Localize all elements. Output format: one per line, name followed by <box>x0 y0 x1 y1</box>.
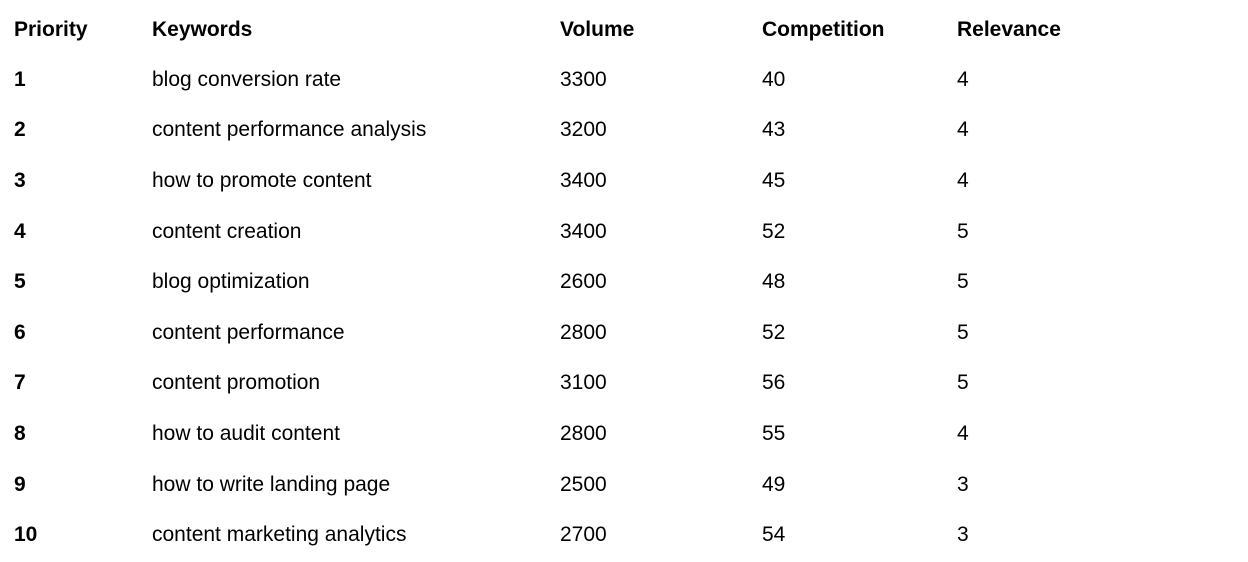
cell-keywords: content marketing analytics <box>152 523 407 547</box>
column-header-volume: Volume <box>560 17 635 41</box>
cell-relevance: 5 <box>957 270 969 294</box>
cell-keywords: how to promote content <box>152 168 372 192</box>
cell-priority: 9 <box>14 472 26 496</box>
cell-priority: 8 <box>14 421 26 445</box>
cell-relevance: 4 <box>957 421 969 445</box>
column-header-relevance: Relevance <box>957 17 1061 41</box>
cell-relevance: 4 <box>957 168 969 192</box>
cell-competition: 55 <box>762 421 786 445</box>
cell-volume: 2600 <box>560 270 607 294</box>
cell-volume: 3400 <box>560 168 607 192</box>
keyword-priority-table: Priority Keywords Volume Competition Relevan… <box>14 4 1234 560</box>
cell-competition: 56 <box>762 371 786 395</box>
cell-competition: 49 <box>762 472 786 496</box>
table-row: 6 content performance 2800 52 5 <box>14 307 1234 358</box>
cell-competition: 52 <box>762 320 786 344</box>
cell-volume: 3200 <box>560 118 607 142</box>
table-row: 7 content promotion 3100 56 5 <box>14 358 1234 409</box>
cell-priority: 5 <box>14 270 26 294</box>
cell-relevance: 3 <box>957 523 969 547</box>
cell-volume: 2500 <box>560 472 607 496</box>
cell-relevance: 4 <box>957 118 969 142</box>
table-row: 2 content performance analysis 3200 43 4 <box>14 105 1234 156</box>
cell-relevance: 3 <box>957 472 969 496</box>
cell-competition: 45 <box>762 168 786 192</box>
cell-volume: 3400 <box>560 219 607 243</box>
table-row: 8 how to audit content 2800 55 4 <box>14 408 1234 459</box>
table-row: 9 how to write landing page 2500 49 3 <box>14 459 1234 510</box>
cell-relevance: 5 <box>957 371 969 395</box>
cell-competition: 40 <box>762 67 786 91</box>
column-header-priority: Priority <box>14 17 88 41</box>
column-header-keywords: Keywords <box>152 17 253 41</box>
cell-relevance: 5 <box>957 320 969 344</box>
cell-keywords: content performance <box>152 320 345 344</box>
cell-keywords: content performance analysis <box>152 118 427 142</box>
table-header-row: Priority Keywords Volume Competition Relevan… <box>14 4 1234 54</box>
cell-competition: 54 <box>762 523 786 547</box>
cell-keywords: how to write landing page <box>152 472 391 496</box>
cell-volume: 2700 <box>560 523 607 547</box>
cell-volume: 2800 <box>560 320 607 344</box>
cell-keywords: content promotion <box>152 371 321 395</box>
table-row: 3 how to promote content 3400 45 4 <box>14 155 1234 206</box>
cell-competition: 43 <box>762 118 786 142</box>
cell-volume: 2800 <box>560 421 607 445</box>
cell-priority: 1 <box>14 67 26 91</box>
table-row: 10 content marketing analytics 2700 54 3 <box>14 509 1234 560</box>
cell-competition: 48 <box>762 270 786 294</box>
cell-priority: 3 <box>14 168 26 192</box>
column-header-competition: Competition <box>762 17 885 41</box>
table-row: 5 blog optimization 2600 48 5 <box>14 256 1234 307</box>
cell-priority: 2 <box>14 118 26 142</box>
cell-volume: 3300 <box>560 67 607 91</box>
cell-keywords: blog optimization <box>152 270 310 294</box>
cell-relevance: 4 <box>957 67 969 91</box>
cell-priority: 10 <box>14 523 38 547</box>
cell-volume: 3100 <box>560 371 607 395</box>
table-row: 1 blog conversion rate 3300 40 4 <box>14 54 1234 105</box>
cell-keywords: how to audit content <box>152 421 340 445</box>
cell-relevance: 5 <box>957 219 969 243</box>
cell-keywords: blog conversion rate <box>152 67 342 91</box>
table-row: 4 content creation 3400 52 5 <box>14 206 1234 257</box>
cell-competition: 52 <box>762 219 786 243</box>
cell-priority: 6 <box>14 320 26 344</box>
cell-keywords: content creation <box>152 219 302 243</box>
cell-priority: 4 <box>14 219 26 243</box>
cell-priority: 7 <box>14 371 26 395</box>
